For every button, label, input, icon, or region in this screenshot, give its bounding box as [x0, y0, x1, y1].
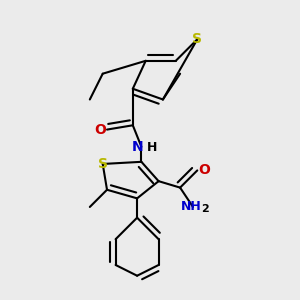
Text: O: O — [198, 164, 210, 177]
Text: O: O — [94, 123, 106, 136]
Text: S: S — [192, 32, 202, 46]
Text: N: N — [131, 140, 143, 154]
Text: NH: NH — [181, 200, 201, 214]
Text: S: S — [98, 157, 108, 171]
Text: H: H — [147, 141, 157, 154]
Text: 2: 2 — [201, 204, 209, 214]
